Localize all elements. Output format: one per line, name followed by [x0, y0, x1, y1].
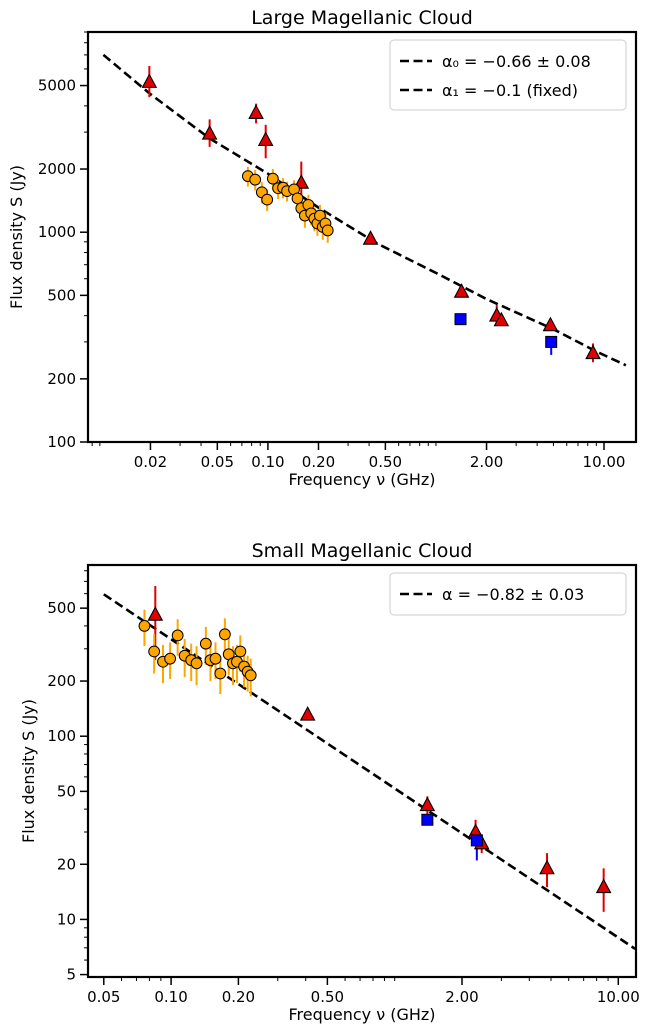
y-tick-label: 100 [47, 433, 76, 451]
y-tick-label: 500 [47, 286, 76, 304]
data-point-circle [218, 628, 231, 641]
data-point-circle [314, 209, 326, 222]
y-tick-label: 500 [47, 599, 76, 617]
y-tick-label: 200 [47, 370, 76, 388]
y-axis-label: Flux density S (Jy) [7, 165, 26, 309]
data-point-circle [321, 224, 334, 237]
data-point-triangle [539, 859, 555, 875]
data-point-triangle [141, 73, 158, 88]
data-point-circle [266, 172, 279, 185]
y-tick-label: 20 [57, 855, 76, 873]
axes-frame [86, 563, 638, 979]
data-point-circle [214, 667, 227, 680]
y-tick-label: 10 [57, 910, 76, 928]
plot-area [103, 586, 636, 950]
x-tick-label: 0.50 [311, 988, 344, 1006]
legend-box [389, 572, 627, 616]
x-tick-label: 2.00 [470, 453, 503, 471]
x-tick-label: 0.20 [302, 453, 335, 471]
x-tick-label: 0.50 [369, 453, 402, 471]
chart-title: Small Magellanic Cloud [252, 540, 473, 562]
data-point-square [545, 335, 558, 348]
data-point-circle [209, 652, 222, 665]
y-tick-label: 1000 [38, 223, 76, 241]
x-axis-label: Frequency ν (GHz) [288, 1005, 435, 1024]
data-point-square [421, 813, 434, 826]
data-point-triangle [248, 104, 264, 119]
data-point-triangle [493, 311, 510, 327]
y-tick-label: 200 [47, 672, 76, 690]
x-tick-label: 10.00 [583, 453, 626, 471]
lmc-panel: Large Magellanic Cloud 0.02 0.05 0.10 0.20 0.… [7, 7, 638, 489]
legend-label: α₀ = −0.66 ± 0.08 [442, 52, 591, 71]
smc-panel: Small Magellanic Cloud 0.05 0.10 0.20 0.50 2.… [19, 540, 640, 1024]
data-point-triangle [542, 316, 559, 332]
x-tick-label: 0.10 [251, 453, 284, 471]
data-point-circle [244, 669, 257, 682]
data-point-triangle [201, 124, 218, 140]
data-point-circle [261, 193, 274, 206]
data-point-triangle [595, 878, 612, 894]
data-point-circle [291, 192, 304, 205]
chart-title: Large Magellanic Cloud [251, 7, 473, 29]
legend: α₀ = −0.66 ± 0.08 α₁ = −0.1 (fixed) [389, 39, 627, 111]
data-point-triangle [147, 606, 164, 621]
data-point-triangle [257, 131, 274, 146]
data-point-circle [249, 173, 262, 186]
fit-line [102, 53, 627, 367]
data-point-circle [199, 637, 212, 650]
data-point-triangle [453, 283, 470, 298]
y-tick-label: 5 [66, 966, 76, 984]
data-point-circle [164, 652, 177, 665]
y-tick-label: 2000 [38, 160, 76, 178]
fit-line [103, 593, 636, 950]
data-point-circle [171, 629, 184, 642]
y-tick-label: 50 [57, 782, 76, 800]
legend-label: α = −0.82 ± 0.03 [442, 585, 584, 604]
data-point-circle [234, 645, 247, 658]
x-tick-label: 2.00 [445, 988, 478, 1006]
y-tick-label: 5000 [38, 77, 76, 95]
legend-label: α₁ = −0.1 (fixed) [442, 81, 578, 100]
x-axis-label: Frequency ν (GHz) [288, 470, 435, 489]
data-point-triangle [362, 230, 379, 245]
axes-frame [86, 30, 638, 444]
y-tick-label: 100 [47, 727, 76, 745]
data-point-triangle [299, 706, 316, 721]
data-point-circle [148, 645, 161, 658]
data-point-square [454, 313, 467, 326]
x-tick-label: 0.05 [201, 453, 234, 471]
legend: α = −0.82 ± 0.03 [389, 572, 627, 616]
legend-box [389, 39, 627, 111]
plot-area [102, 53, 627, 367]
x-tick-label: 0.10 [154, 988, 187, 1006]
data-point-circle [138, 620, 151, 632]
x-tick-label: 0.20 [222, 988, 255, 1006]
x-tick-label: 0.02 [134, 453, 167, 471]
x-tick-label: 10.00 [597, 988, 640, 1006]
data-point-circle [190, 657, 203, 670]
data-point-square [470, 834, 483, 847]
y-axis-label: Flux density S (Jy) [19, 699, 38, 843]
data-point-triangle [419, 796, 436, 812]
x-tick-label: 0.05 [87, 988, 120, 1006]
data-point-triangle [585, 344, 601, 360]
